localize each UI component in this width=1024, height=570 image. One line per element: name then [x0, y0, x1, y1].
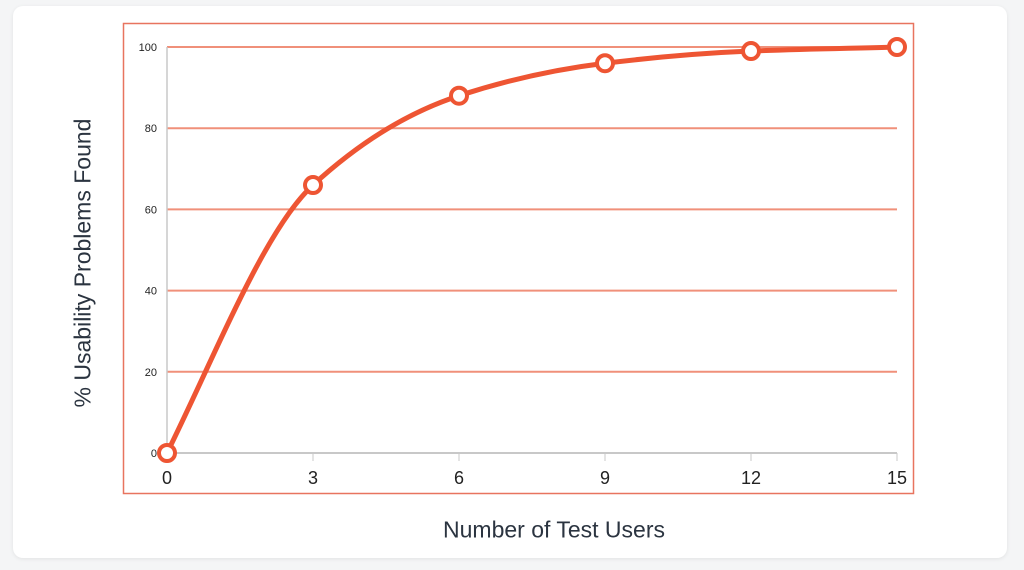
- y-tick-label: 100: [139, 42, 157, 54]
- data-point: [741, 41, 761, 62]
- y-tick-label: 60: [145, 204, 157, 216]
- y-axis-title: % Usability Problems Found: [69, 118, 96, 408]
- x-tick-label: 3: [308, 468, 318, 488]
- data-point: [449, 85, 469, 106]
- x-tick-label: 12: [741, 468, 761, 488]
- data-point: [595, 53, 615, 74]
- data-point: [887, 37, 907, 57]
- plot-frame: [122, 22, 915, 495]
- data-point: [303, 175, 323, 196]
- y-tick-label: 80: [145, 123, 157, 135]
- x-tick-label: 9: [600, 468, 610, 488]
- x-tick-label: 15: [887, 468, 907, 488]
- y-tick-label: 20: [145, 367, 157, 379]
- x-axis-title: Number of Test Users: [443, 516, 665, 543]
- data-point: [157, 443, 177, 463]
- x-tick-label: 6: [454, 468, 464, 488]
- series-line: [164, 44, 900, 456]
- chart-card: [13, 6, 1007, 558]
- y-tick-label: 0: [151, 448, 157, 460]
- y-tick-label: 40: [145, 286, 157, 298]
- x-tick-label: 0: [162, 468, 172, 488]
